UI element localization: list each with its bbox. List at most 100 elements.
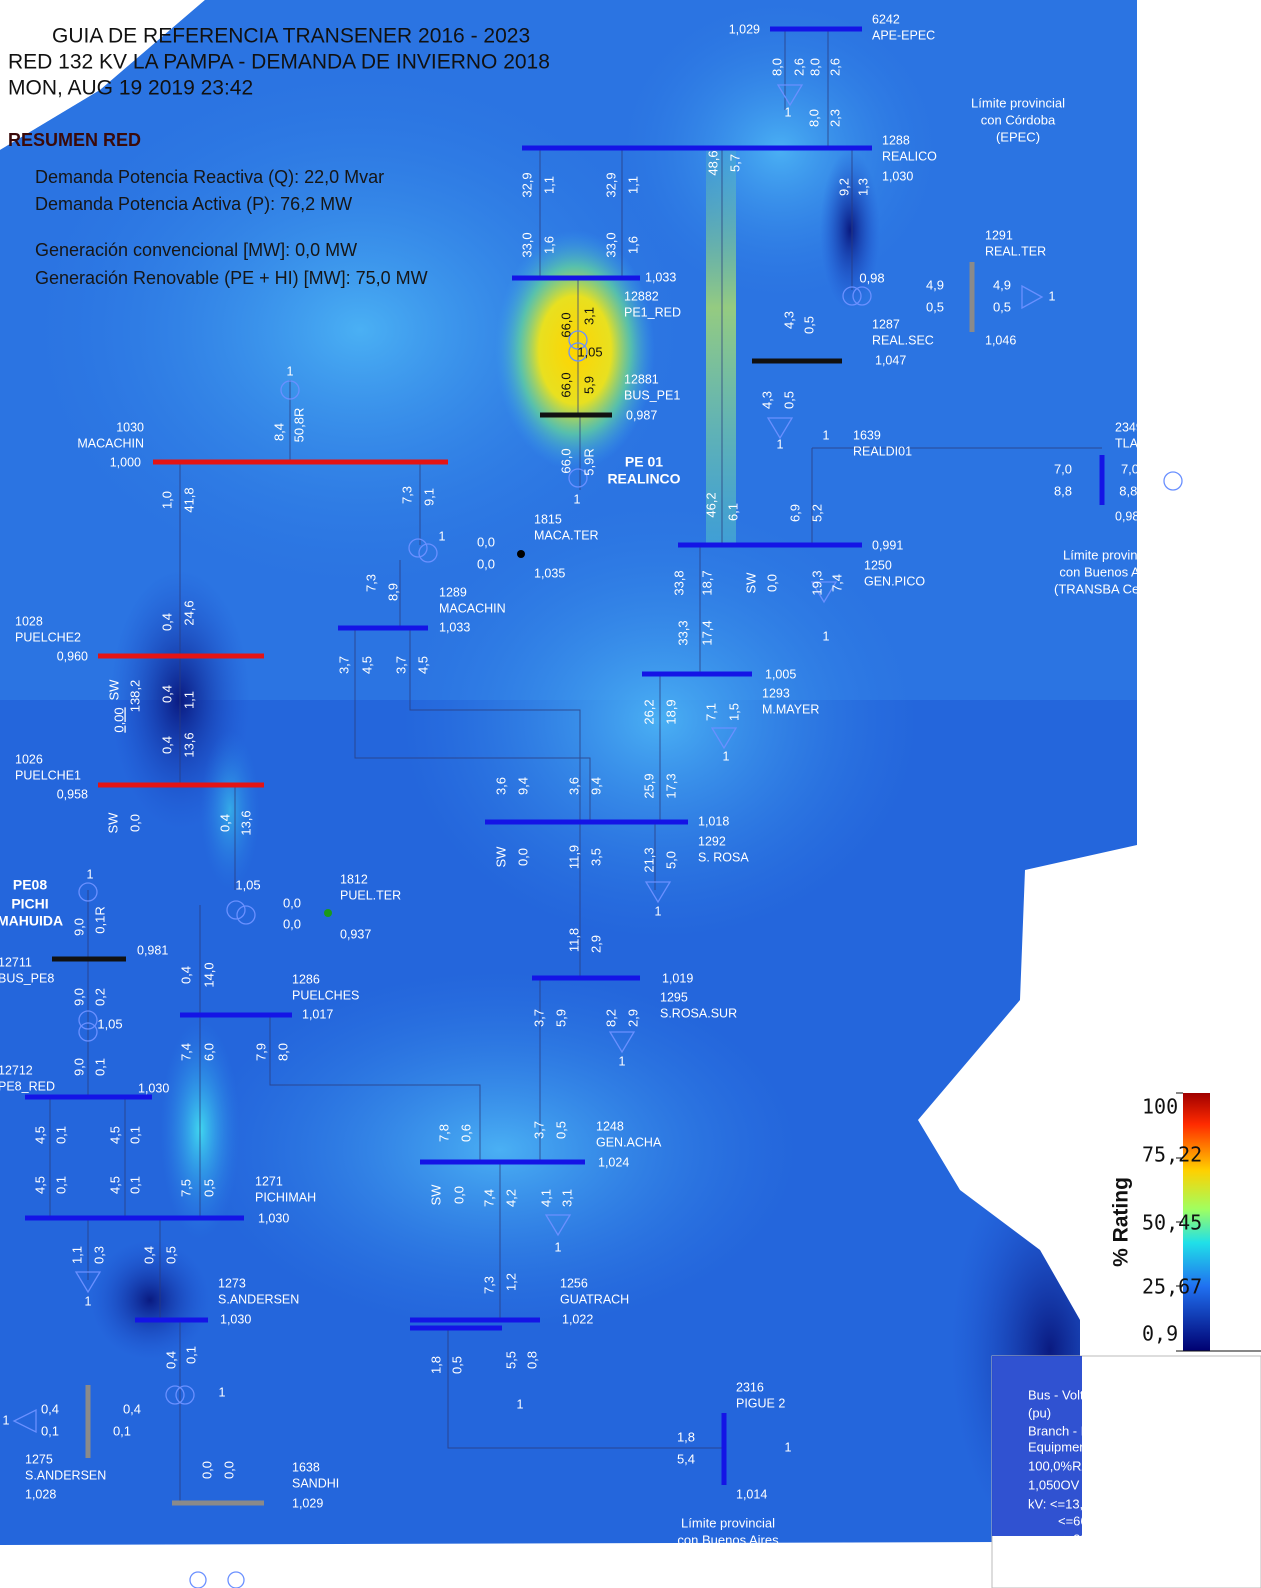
bus-name: REAL.SEC — [872, 333, 934, 347]
branch-value: 6,0 — [201, 1043, 216, 1061]
boundary-note: con Buenos Aires — [1059, 564, 1161, 579]
legend-entry: Bus - Voltage — [1028, 1387, 1105, 1402]
bus-number: 1291 — [985, 228, 1013, 242]
branch-value: 21,3 — [641, 847, 656, 872]
branch-value: 19,3 — [809, 570, 824, 595]
load-marker: 1 — [619, 1054, 626, 1068]
branch-value: 0,4 — [141, 1246, 156, 1264]
branch-value: 0,3 — [91, 1246, 106, 1264]
branch-value: 9,4 — [515, 777, 530, 795]
bus-number: 1250 — [864, 558, 892, 572]
branch-value: 0,5 — [553, 1121, 568, 1139]
branch-value: 46,2 — [703, 492, 718, 517]
branch-value: 4,5 — [359, 656, 374, 674]
bus-number: 1256 — [560, 1276, 588, 1290]
legend-entry: >500,000 — [1138, 1549, 1193, 1564]
legend-entry: 1,050OV — [1028, 1477, 1080, 1492]
branch-value: 7,8 — [436, 1124, 451, 1142]
load-marker: 1 — [823, 428, 830, 442]
branch-value: 1,1 — [625, 176, 640, 194]
branch-value: 0,4 — [123, 1401, 141, 1416]
node-dot — [517, 550, 525, 558]
page: Red 132 kV La Pampa html, body { margin:… — [0, 0, 1261, 1588]
load-marker: 1 — [1185, 473, 1192, 487]
bus-number: 1026 — [15, 752, 43, 766]
legend-entry: <=500,000 — [1058, 1549, 1120, 1564]
branch-value: 66,0 — [558, 448, 573, 473]
branch-value: 0,4 — [178, 966, 193, 984]
branch-value: 0,0 — [221, 1461, 236, 1479]
branch-value: 5,5 — [503, 1351, 518, 1369]
bus-name: PUELCHE1 — [15, 768, 81, 782]
bus-voltage: 1,030 — [138, 1081, 169, 1095]
bus-name: GUATRACH — [560, 1292, 629, 1306]
legend-entry: 100,0%RATE2 — [1028, 1458, 1113, 1473]
bus-name: S.ANDERSEN — [25, 1468, 106, 1482]
load-marker: 1 — [723, 749, 730, 763]
bus-voltage: 1,019 — [662, 971, 693, 985]
branch-value: 17,4 — [699, 620, 714, 645]
bus-voltage: 1,017 — [302, 1007, 333, 1021]
bus-name: MACA.TER — [534, 528, 599, 542]
node-dot — [324, 909, 332, 917]
branch-value: 7,3 — [363, 574, 378, 592]
branch-value: 2,6 — [791, 58, 806, 76]
colorbar-tick-label: 50,45 — [1142, 1211, 1202, 1235]
bus-name: REALDI01 — [853, 444, 912, 458]
branch-value: 7,0 — [1121, 461, 1139, 476]
load-marker: 1 — [287, 364, 294, 378]
summary-heading: RESUMEN RED — [8, 130, 141, 150]
branch-value: 32,9 — [603, 172, 618, 197]
load-marker: 1 — [517, 1397, 524, 1411]
bus-voltage: 1,028 — [25, 1487, 56, 1501]
bus-name: M.MAYER — [762, 702, 819, 716]
branch-value: 24,6 — [181, 600, 196, 625]
bus-number: 12711 — [0, 955, 32, 969]
body: { "header": { "title": "GUIA DE REFERENC… — [0, 0, 1261, 1588]
branch-value: 9,1 — [421, 488, 436, 506]
branch-value: 0,4 — [41, 1401, 59, 1416]
bus-name: APE-EPEC — [872, 28, 935, 42]
branch-value: 1,3 — [855, 178, 870, 196]
branch-value: 8,2 — [603, 1009, 618, 1027]
bus-number: 1271 — [255, 1174, 283, 1188]
branch-value: 0,0 — [477, 556, 495, 571]
bus-voltage: 0,958 — [57, 787, 88, 801]
boundary-note: Límite provincial — [971, 95, 1065, 110]
branch-value: 0,0 — [515, 848, 530, 866]
bus-voltage: 1,029 — [292, 1496, 323, 1510]
branch-value: 4,5 — [107, 1176, 122, 1194]
branch-value: 3,5 — [588, 848, 603, 866]
branch-value: 4,5 — [32, 1176, 47, 1194]
bus-number: 2316 — [736, 1380, 764, 1394]
boundary-note: con Buenos Aires — [677, 1532, 779, 1547]
plant-label: MAHUIDA — [0, 913, 63, 929]
branch-value: 8,0 — [807, 58, 822, 76]
branch-value: 9,2 — [836, 178, 851, 196]
branch-value: 33,3 — [675, 620, 690, 645]
branch-value: 6,9 — [787, 504, 802, 522]
bus-number: 1286 — [292, 972, 320, 986]
branch-value: 50,8R — [291, 408, 306, 443]
bus-voltage: 0,937 — [340, 927, 371, 941]
branch-value: 1,05 — [577, 344, 602, 359]
bus-name: SANDHI — [292, 1476, 339, 1490]
branch-value: 5,9R — [581, 448, 596, 475]
branch-value: SW — [743, 572, 758, 594]
branch-value: 8,4 — [271, 423, 286, 441]
branch-value: 4,3 — [759, 391, 774, 409]
branch-value: 1,05 — [97, 1016, 122, 1031]
branch-value: 0,5 — [801, 316, 816, 334]
bus-voltage: 0,960 — [57, 649, 88, 663]
bus-name: PICHIMAH — [255, 1190, 316, 1204]
boundary-note: con Córdoba — [981, 112, 1056, 127]
branch-value: 0,1 — [113, 1423, 131, 1438]
bus-name: PE1_RED — [624, 305, 681, 319]
branch-value: 4,5 — [32, 1126, 47, 1144]
branch-value: 1,05 — [235, 877, 260, 892]
title: GUIA DE REFERENCIA TRANSENER 2016 - 2023 — [52, 25, 530, 48]
bus-name: TLAUQUE2 — [1115, 436, 1181, 450]
legend-entry: <=33,000 — [1138, 1496, 1193, 1511]
branch-value: 0,0 — [764, 574, 779, 592]
branch-value: 0,5 — [449, 1356, 464, 1374]
